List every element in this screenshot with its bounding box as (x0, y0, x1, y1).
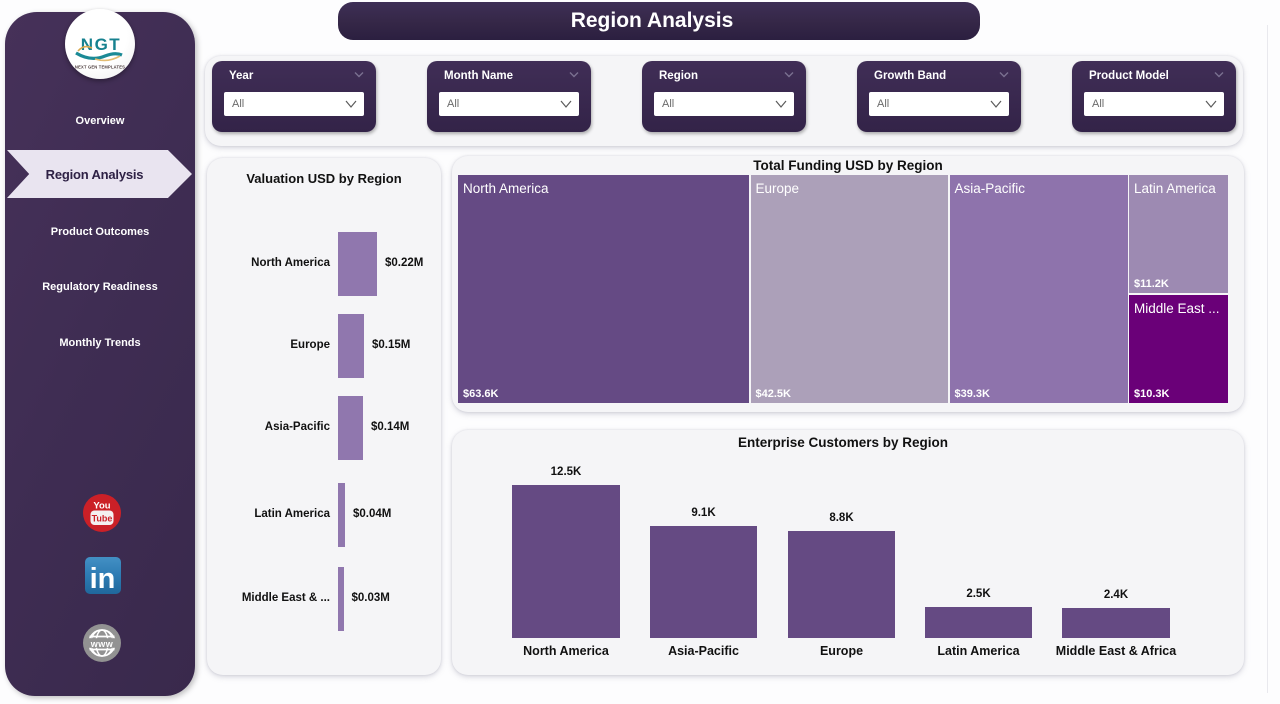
svg-text:www: www (90, 639, 114, 649)
svg-text:in: in (90, 563, 116, 594)
svg-text:You: You (93, 501, 110, 512)
svg-text:Tube: Tube (92, 514, 113, 524)
svg-text:NEXT GEN TEMPLATES: NEXT GEN TEMPLATES (75, 65, 125, 70)
svg-text:NGT: NGT (81, 35, 121, 54)
